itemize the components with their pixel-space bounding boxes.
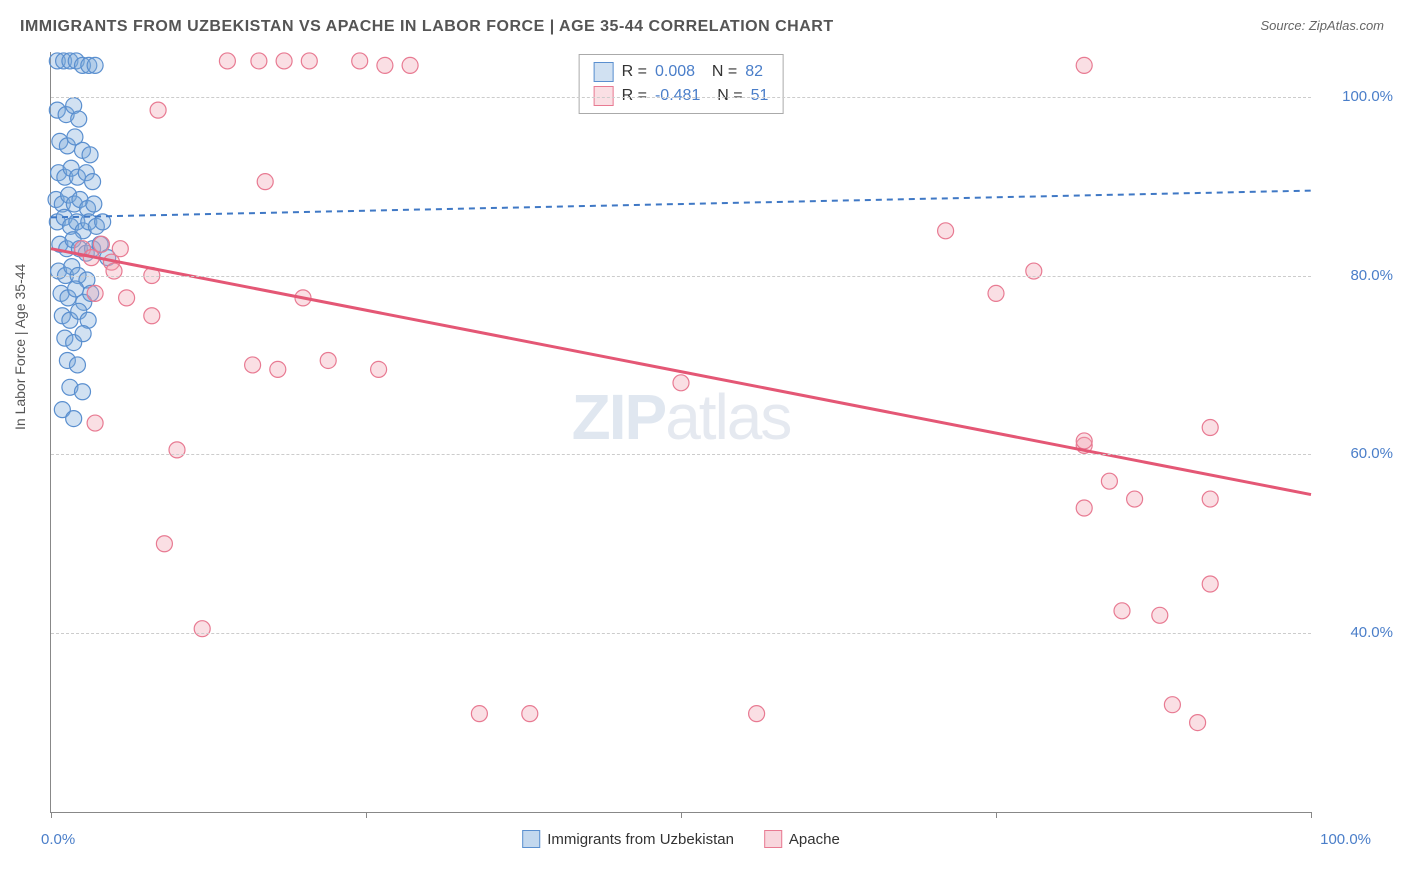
stats-n-value-1: 82 — [745, 63, 763, 81]
data-point — [150, 102, 166, 118]
plot-area: ZIPatlas R = 0.008 N = 82 R = -0.481 N =… — [50, 52, 1311, 813]
x-tick-mark — [51, 812, 52, 818]
data-point — [86, 196, 102, 212]
chart-title: IMMIGRANTS FROM UZBEKISTAN VS APACHE IN … — [20, 18, 834, 36]
stats-r-value-1: 0.008 — [655, 63, 695, 81]
data-point — [1127, 491, 1143, 507]
stats-swatch-series1 — [594, 62, 614, 82]
data-point — [71, 111, 87, 127]
data-point — [1026, 263, 1042, 279]
chart-container: IMMIGRANTS FROM UZBEKISTAN VS APACHE IN … — [0, 0, 1406, 892]
data-point — [301, 53, 317, 69]
data-point — [276, 53, 292, 69]
data-point — [1076, 500, 1092, 516]
stats-box: R = 0.008 N = 82 R = -0.481 N = 51 — [579, 54, 784, 114]
data-point — [1101, 473, 1117, 489]
data-point — [219, 53, 235, 69]
stats-r-label: R = — [622, 63, 647, 81]
data-point — [156, 536, 172, 552]
data-point — [673, 375, 689, 391]
x-tick-mark — [996, 812, 997, 818]
data-point — [371, 361, 387, 377]
legend-swatch-1 — [522, 830, 540, 848]
data-point — [1114, 603, 1130, 619]
data-point — [257, 174, 273, 190]
legend-item-1: Immigrants from Uzbekistan — [522, 830, 734, 848]
data-point — [320, 352, 336, 368]
data-point — [402, 57, 418, 73]
data-point — [82, 147, 98, 163]
data-point — [522, 706, 538, 722]
data-point — [75, 326, 91, 342]
x-tick-mark — [1311, 812, 1312, 818]
data-point — [749, 706, 765, 722]
x-axis-min-label: 0.0% — [41, 831, 75, 848]
data-point — [66, 411, 82, 427]
data-point — [938, 223, 954, 239]
stats-n-label: N = — [703, 63, 737, 81]
data-point — [377, 57, 393, 73]
data-point — [1076, 57, 1092, 73]
data-point — [245, 357, 261, 373]
legend-bottom: Immigrants from Uzbekistan Apache — [522, 830, 840, 848]
stats-row-series1: R = 0.008 N = 82 — [594, 60, 769, 84]
data-point — [471, 706, 487, 722]
data-point — [1152, 607, 1168, 623]
trend-line — [51, 191, 1311, 218]
legend-label-1: Immigrants from Uzbekistan — [547, 831, 734, 848]
y-axis-label: In Labor Force | Age 35-44 — [12, 264, 28, 430]
data-point — [119, 290, 135, 306]
legend-item-2: Apache — [764, 830, 840, 848]
data-point — [85, 174, 101, 190]
data-point — [87, 57, 103, 73]
data-point — [106, 263, 122, 279]
data-point — [352, 53, 368, 69]
legend-label-2: Apache — [789, 831, 840, 848]
data-point — [988, 285, 1004, 301]
data-point — [1202, 491, 1218, 507]
data-point — [270, 361, 286, 377]
trend-line — [51, 249, 1311, 495]
data-point — [144, 308, 160, 324]
data-point — [87, 415, 103, 431]
source-attribution: Source: ZipAtlas.com — [1260, 18, 1384, 33]
y-tick-label: 100.0% — [1323, 88, 1393, 105]
legend-swatch-2 — [764, 830, 782, 848]
y-tick-label: 60.0% — [1323, 445, 1393, 462]
gridline — [51, 97, 1311, 98]
x-tick-mark — [366, 812, 367, 818]
x-axis-max-label: 100.0% — [1320, 831, 1371, 848]
data-point — [69, 357, 85, 373]
y-tick-label: 80.0% — [1323, 267, 1393, 284]
data-point — [194, 621, 210, 637]
data-point — [1076, 433, 1092, 449]
data-point — [169, 442, 185, 458]
gridline — [51, 633, 1311, 634]
plot-svg — [51, 52, 1311, 812]
gridline — [51, 276, 1311, 277]
data-point — [251, 53, 267, 69]
gridline — [51, 454, 1311, 455]
data-point — [1202, 576, 1218, 592]
data-point — [1164, 697, 1180, 713]
data-point — [75, 384, 91, 400]
x-tick-mark — [681, 812, 682, 818]
data-point — [87, 285, 103, 301]
data-point — [112, 241, 128, 257]
y-tick-label: 40.0% — [1323, 624, 1393, 641]
data-point — [1202, 420, 1218, 436]
data-point — [1190, 715, 1206, 731]
data-point — [93, 236, 109, 252]
